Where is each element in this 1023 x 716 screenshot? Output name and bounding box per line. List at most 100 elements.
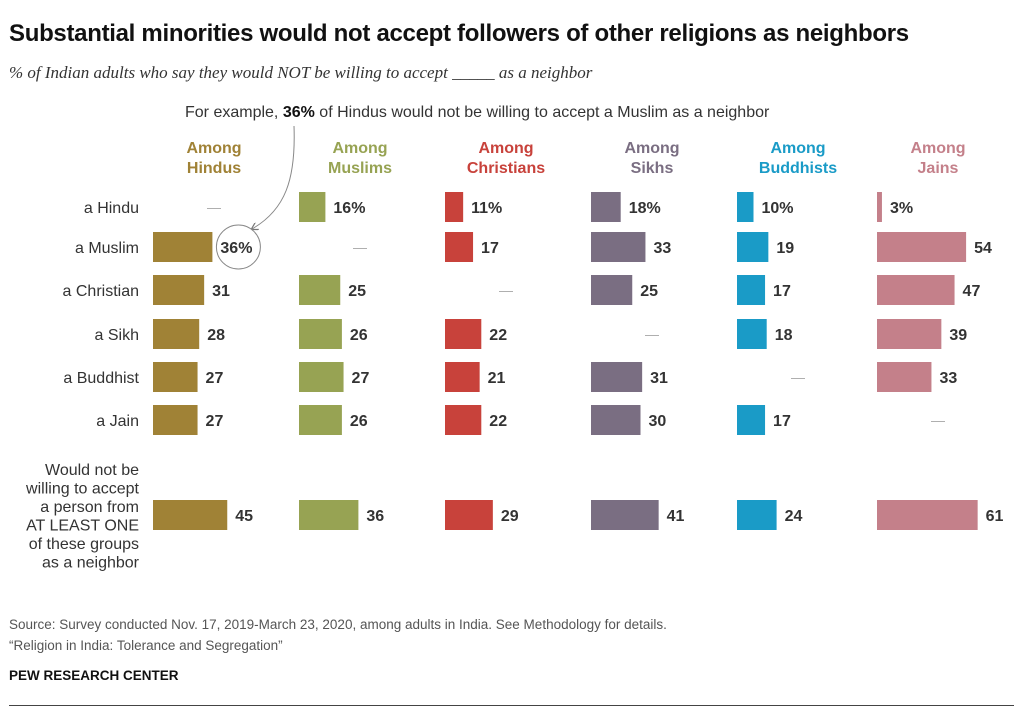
annotation-prefix: For example,	[185, 104, 283, 121]
bar-1-4	[299, 362, 344, 392]
value-label-5-6: 61	[986, 508, 1004, 525]
annotation-value: 36%	[282, 104, 315, 121]
empty-cell-3-3: —	[645, 326, 659, 342]
value-label-5-2: 47	[963, 283, 981, 300]
value-label-5-1: 54	[974, 240, 992, 257]
value-label-4-2: 17	[773, 283, 791, 300]
value-label-1-0: 16%	[333, 200, 365, 217]
highlight-circle	[215, 224, 261, 270]
annotation-arrow	[252, 125, 295, 229]
row-label-3-line-0: a Sikh	[95, 327, 139, 344]
value-label-4-0: 10%	[762, 200, 794, 217]
bar-4-5	[737, 405, 766, 435]
bar-4-2	[737, 275, 766, 305]
empty-cell-5-5: —	[931, 412, 945, 428]
row-label-6-line-5: as a neighbor	[42, 554, 140, 571]
value-label-4-5: 17	[773, 413, 791, 430]
row-label-0-line-0: a Hindu	[84, 200, 139, 217]
bar-3-1	[591, 232, 646, 262]
value-label-3-4: 31	[650, 370, 668, 387]
column-header-2-line-1: Christians	[467, 160, 545, 177]
bar-2-1	[445, 232, 474, 262]
bar-3-0	[591, 192, 621, 222]
column-header-0-line-1: Hindus	[187, 160, 241, 177]
column-header-5-line-0: Among	[910, 140, 965, 157]
bar-0-6	[153, 500, 228, 530]
bar-0-2	[153, 275, 205, 305]
bar-5-2	[877, 275, 955, 305]
bar-1-2	[299, 275, 341, 305]
value-label-5-3: 39	[949, 327, 967, 344]
value-label-1-3: 26	[350, 327, 368, 344]
bar-0-4	[153, 362, 198, 392]
bar-3-5	[591, 405, 641, 435]
column-header-4-line-0: Among	[770, 140, 825, 157]
value-label-3-0: 18%	[629, 200, 661, 217]
value-label-1-6: 36	[366, 508, 384, 525]
row-label-4-line-0: a Buddhist	[63, 370, 139, 387]
example-annotation: For example, 36% of Hindus would not be …	[185, 104, 769, 122]
bar-5-0	[877, 192, 882, 222]
value-label-2-6: 29	[501, 508, 519, 525]
value-label-0-1: 36%	[220, 240, 252, 257]
row-label-6-line-0: Would not be	[45, 462, 139, 479]
column-header-3-line-1: Sikhs	[631, 160, 674, 177]
bar-5-6	[877, 500, 978, 530]
bar-0-3	[153, 319, 200, 349]
column-header-0-line-0: Among	[186, 140, 241, 157]
empty-cell-4-4: —	[791, 369, 805, 385]
value-label-3-1: 33	[653, 240, 671, 257]
empty-cell-0-0: —	[207, 199, 221, 215]
bar-1-3	[299, 319, 342, 349]
row-label-2-line-0: a Christian	[63, 283, 139, 300]
value-label-1-2: 25	[348, 283, 366, 300]
bar-3-4	[591, 362, 643, 392]
column-header-4-line-1: Buddhists	[759, 160, 837, 177]
empty-cell-1-1: —	[353, 239, 367, 255]
bottom-rule	[9, 705, 1014, 706]
value-label-5-0: 3%	[890, 200, 913, 217]
bar-5-4	[877, 362, 932, 392]
bar-1-6	[299, 500, 359, 530]
value-label-2-1: 17	[481, 240, 499, 257]
value-label-3-5: 30	[649, 413, 667, 430]
row-label-6-line-3: AT LEAST ONE	[26, 517, 139, 534]
bar-2-6	[445, 500, 493, 530]
bar-1-0	[299, 192, 326, 222]
value-label-1-5: 26	[350, 413, 368, 430]
row-label-6-line-1: willing to accept	[25, 480, 140, 497]
column-header-3-line-0: Among	[624, 140, 679, 157]
value-label-4-3: 18	[775, 327, 793, 344]
value-label-3-6: 41	[667, 508, 685, 525]
bar-3-2	[591, 275, 633, 305]
value-label-4-1: 19	[776, 240, 794, 257]
annotation-suffix: of Hindus would not be willing to accept…	[314, 104, 770, 121]
bar-2-5	[445, 405, 482, 435]
chart-title: Substantial minorities would not accept …	[9, 20, 909, 47]
bar-0-1	[153, 232, 213, 262]
bar-2-3	[445, 319, 482, 349]
bar-5-3	[877, 319, 942, 349]
bar-1-5	[299, 405, 342, 435]
value-label-0-5: 27	[206, 413, 224, 430]
column-header-2-line-0: Among	[478, 140, 533, 157]
neighbor-acceptance-chart: Among Hindus Among Muslims Among Christians Am…	[25, 125, 1004, 571]
column-header-5-line-1: Jains	[918, 160, 959, 177]
row-label-6-line-2: a person from	[40, 499, 139, 516]
bar-2-4	[445, 362, 480, 392]
value-label-0-6: 45	[235, 508, 253, 525]
value-label-5-4: 33	[939, 370, 957, 387]
row-label-1-line-0: a Muslim	[75, 240, 139, 257]
bar-4-0	[737, 192, 754, 222]
brand-logo-text: PEW RESEARCH CENTER	[9, 668, 179, 683]
value-label-3-2: 25	[640, 283, 658, 300]
value-label-4-6: 24	[785, 508, 803, 525]
bar-0-5	[153, 405, 198, 435]
source-note: Source: Survey conducted Nov. 17, 2019-M…	[9, 617, 667, 632]
bar-5-1	[877, 232, 967, 262]
bar-4-3	[737, 319, 767, 349]
bar-4-6	[737, 500, 777, 530]
bar-4-1	[737, 232, 769, 262]
row-label-5-line-0: a Jain	[96, 413, 139, 430]
value-label-2-3: 22	[489, 327, 507, 344]
